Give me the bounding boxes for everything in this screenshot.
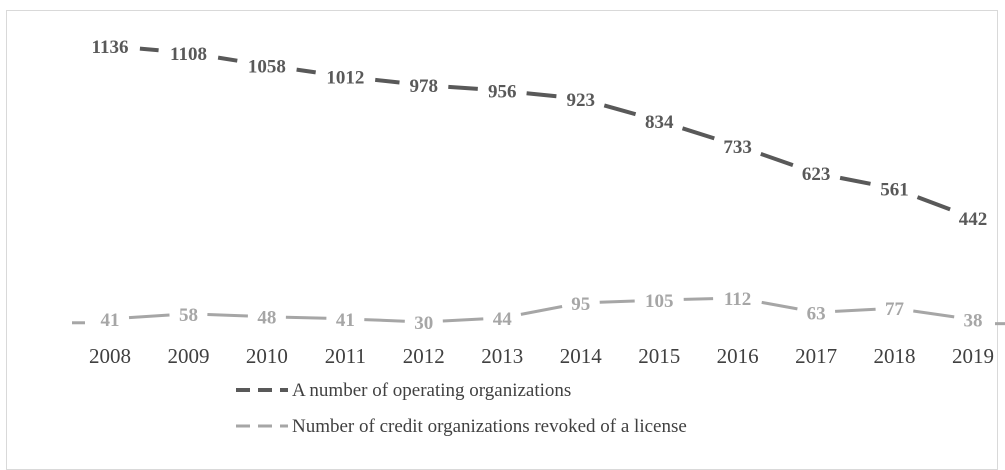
x-tick-label: 2017 (795, 344, 837, 368)
series-1-segment (448, 84, 478, 91)
legend-label-series-1: A number of operating organizations (292, 380, 571, 401)
series-1-segment (603, 103, 637, 117)
data-label-series-1: 442 (959, 209, 988, 230)
data-label-series-1: 1058 (248, 56, 286, 77)
x-tick-label: 2019 (952, 344, 994, 368)
data-label-series-1: 978 (410, 76, 439, 97)
series-2-segment (520, 305, 563, 316)
series-1-segment (526, 91, 557, 99)
data-label-series-2: 44 (493, 309, 513, 330)
x-tick-label: 2016 (717, 344, 759, 368)
data-label-series-1: 623 (802, 164, 831, 185)
data-labels: 1136 1108 1058 1012 978 956 923 834 733 623 561 442… (92, 37, 988, 334)
series-2-segment (207, 313, 248, 318)
x-axis: 2008 2009 2010 2011 2012 2013 2014 2015 2016 2017… (89, 344, 994, 368)
data-label-series-2: 95 (571, 294, 590, 315)
series-2-segment (364, 318, 405, 323)
series-2-segment (835, 307, 876, 313)
x-tick-label: 2015 (638, 344, 680, 368)
series-2-segment (285, 315, 327, 320)
data-label-series-1: 561 (880, 180, 909, 201)
data-label-series-2: 112 (724, 289, 751, 310)
series-1-segment (760, 152, 794, 167)
data-label-series-2: 41 (336, 310, 355, 331)
series-1-segment (296, 67, 316, 75)
series-1-segment (374, 77, 400, 85)
legend: A number of operating organizations Numbe… (236, 380, 687, 437)
x-tick-label: 2014 (560, 344, 603, 368)
data-label-series-1: 1012 (326, 68, 364, 89)
data-label-series-2: 41 (101, 310, 120, 331)
x-tick-label: 2011 (325, 344, 366, 368)
x-tick-label: 2009 (168, 344, 210, 368)
data-label-series-2: 30 (414, 313, 433, 334)
series-1-segment (681, 126, 715, 141)
legend-label-series-2: Number of credit organizations revoked o… (292, 416, 687, 437)
series-2-segment (128, 313, 170, 320)
chart-frame (6, 10, 998, 470)
data-label-series-1: 1108 (170, 44, 207, 65)
series-1-segment (139, 46, 159, 53)
series-layer (72, 46, 1005, 326)
series-2-segment (761, 300, 798, 311)
data-label-series-2: 58 (179, 305, 198, 326)
data-label-series-2: 63 (807, 303, 826, 324)
series-2-segment (442, 317, 484, 323)
data-label-series-2: 38 (964, 311, 983, 332)
data-label-series-2: 77 (885, 299, 905, 320)
series-2-segment (599, 299, 635, 304)
data-label-series-2: 48 (257, 308, 276, 329)
series-1-segment (916, 195, 951, 212)
data-label-series-2: 105 (645, 291, 674, 312)
series-2-segment (683, 297, 714, 301)
series-2-segment (913, 309, 955, 319)
series-1-segment (839, 175, 871, 186)
data-label-series-1: 1136 (92, 37, 129, 58)
x-tick-label: 2013 (481, 344, 523, 368)
x-tick-label: 2012 (403, 344, 445, 368)
x-tick-label: 2008 (89, 344, 131, 368)
data-label-series-1: 834 (645, 112, 674, 133)
x-tick-label: 2010 (246, 344, 288, 368)
data-label-series-1: 733 (723, 137, 752, 158)
data-label-series-1: 923 (566, 90, 595, 111)
data-label-series-1: 956 (488, 82, 517, 103)
series-1-segment (217, 55, 238, 63)
x-tick-label: 2018 (874, 344, 916, 368)
